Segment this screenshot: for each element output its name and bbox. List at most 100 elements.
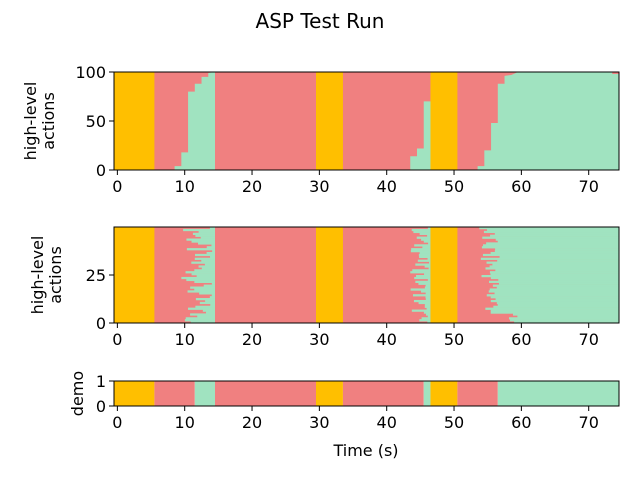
green-row-segment <box>423 240 431 243</box>
y-tick-label: 0 <box>96 397 106 416</box>
green-row-segment <box>209 296 215 299</box>
y-axis-label: high-level <box>28 236 47 315</box>
green-row-segment <box>211 244 215 247</box>
green-row-segment <box>490 273 619 276</box>
green-row-segment <box>203 284 215 287</box>
green-row-segment <box>489 271 619 274</box>
green-row-segment <box>196 275 215 278</box>
y-tick-label: 0 <box>96 314 106 333</box>
green-row-segment <box>483 230 619 234</box>
green-row-segment <box>194 288 215 291</box>
x-tick-label: 0 <box>112 330 122 349</box>
y-tick-label: 50 <box>86 112 106 131</box>
green-row-segment <box>199 301 215 305</box>
demo-segment-red <box>215 381 316 406</box>
green-row-segment <box>490 299 619 303</box>
green-row-segment <box>192 232 215 235</box>
green-row-segment <box>496 301 619 305</box>
green-row-segment <box>420 290 431 293</box>
green-row-segment <box>427 227 431 230</box>
green-row-segment <box>510 319 619 322</box>
green-row-segment <box>194 269 215 272</box>
green-row-segment <box>194 280 215 283</box>
green-row-segment <box>422 246 431 249</box>
green-row-segment <box>425 313 431 316</box>
green-row-segment <box>412 269 431 272</box>
x-tick-label: 20 <box>242 177 262 196</box>
y-tick-label: 100 <box>75 63 106 82</box>
green-row-segment <box>210 255 215 259</box>
green-row-segment <box>482 236 619 239</box>
green-row-segment <box>418 282 431 285</box>
green-row-segment <box>499 255 619 259</box>
demo-segment-red <box>154 381 195 406</box>
green-row-segment <box>201 267 215 270</box>
green-row-segment <box>195 305 215 308</box>
green-row-segment <box>187 290 215 293</box>
green-row-segment <box>424 265 431 268</box>
green-row-segment <box>495 238 619 241</box>
green-row-segment <box>493 305 619 308</box>
x-tick-label: 0 <box>112 177 122 196</box>
green-row-segment <box>198 230 215 234</box>
green-row-segment <box>489 288 619 291</box>
green-row-segment <box>191 240 215 243</box>
green-row-segment <box>498 278 619 282</box>
green-row-segment <box>481 246 619 249</box>
y-axis-label: high-level <box>21 82 40 161</box>
green-row-segment <box>412 294 431 297</box>
green-row-segment <box>488 290 619 293</box>
x-tick-label: 0 <box>112 413 122 432</box>
green-row-segment <box>183 228 215 232</box>
demo-segment-green <box>423 381 431 406</box>
yellow-band <box>430 72 458 170</box>
green-row-segment <box>424 286 431 289</box>
panel-middle: 0 10 20 30 40 50 60 70 0 25 high-level actions <box>28 226 620 349</box>
green-row-segment <box>428 242 431 245</box>
green-row-segment <box>201 259 215 262</box>
green-row-segment <box>418 253 431 257</box>
green-row-segment <box>186 248 215 251</box>
green-row-segment <box>419 319 431 322</box>
green-row-segment <box>185 271 215 274</box>
green-row-segment <box>195 298 215 301</box>
green-row-segment <box>190 313 215 316</box>
green-row-segment <box>497 303 619 307</box>
green-row-segment <box>419 251 431 255</box>
y-tick-label: 1 <box>96 372 106 391</box>
green-row-segment <box>490 251 619 255</box>
x-tick-label: 30 <box>309 413 329 432</box>
green-row-segment <box>427 278 431 282</box>
green-row-segment <box>199 292 215 295</box>
green-row-segment <box>410 271 431 274</box>
green-row-segment <box>209 227 215 230</box>
green-row-segment <box>417 259 431 262</box>
green-row-segment <box>492 284 619 287</box>
green-row-segment <box>411 309 431 312</box>
green-row-segment <box>424 273 431 276</box>
x-tick-label: 20 <box>242 413 262 432</box>
green-row-segment <box>490 311 619 314</box>
green-row-segment <box>423 311 431 314</box>
green-row-segment <box>487 228 619 232</box>
x-tick-label: 30 <box>309 177 329 196</box>
green-row-segment <box>486 294 619 297</box>
green-row-segment <box>508 317 619 320</box>
demo-segment-yellow <box>430 381 458 406</box>
green-row-segment <box>425 284 431 287</box>
green-row-segment <box>480 257 619 260</box>
green-row-segment <box>489 265 619 268</box>
green-row-segment <box>414 244 431 247</box>
green-row-segment <box>419 255 431 259</box>
green-row-segment <box>411 228 431 232</box>
green-row-segment <box>421 238 431 241</box>
demo-segment-yellow <box>316 381 343 406</box>
green-row-segment <box>425 292 431 295</box>
green-row-segment <box>411 248 431 251</box>
green-row-segment <box>425 296 431 299</box>
green-row-segment <box>485 307 619 310</box>
green-row-segment <box>206 246 215 249</box>
green-row-segment <box>186 238 215 241</box>
green-row-segment <box>427 234 431 237</box>
